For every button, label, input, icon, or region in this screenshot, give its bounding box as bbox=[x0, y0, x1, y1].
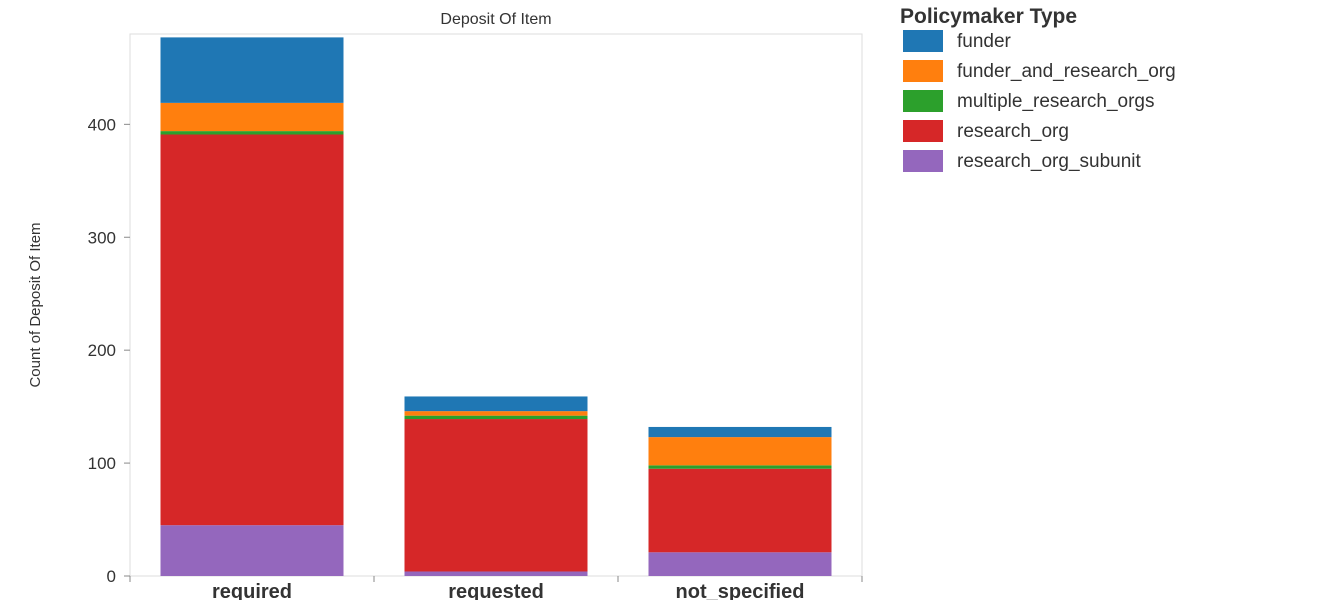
y-tick-label: 200 bbox=[88, 341, 116, 360]
legend-label-funder_and_research_org: funder_and_research_org bbox=[957, 61, 1176, 82]
legend-label-multiple_research_orgs: multiple_research_orgs bbox=[957, 91, 1155, 112]
bar-segment-multiple_research_orgs-requested bbox=[404, 415, 588, 420]
legend-swatch-funder_and_research_org bbox=[903, 60, 943, 82]
legend-title: Policymaker Type bbox=[900, 5, 1077, 28]
x-tick-label: requested bbox=[448, 581, 544, 600]
legend-label-funder: funder bbox=[957, 31, 1012, 52]
y-tick-label: 0 bbox=[107, 567, 116, 586]
bar-segment-funder_and_research_org-not_specified bbox=[648, 437, 832, 466]
legend: funder funder_and_research_org multiple_re… bbox=[903, 30, 1176, 172]
legend-swatch-multiple_research_orgs bbox=[903, 90, 943, 112]
legend-swatch-research_org bbox=[903, 120, 943, 142]
bar-segment-research_org-requested bbox=[404, 419, 588, 572]
bar-segment-research_org_subunit-requested bbox=[404, 571, 588, 576]
bar-segment-multiple_research_orgs-required bbox=[160, 131, 344, 135]
y-tick-label: 300 bbox=[88, 228, 116, 247]
bar-segment-research_org_subunit-required bbox=[160, 525, 344, 576]
x-axis: required requested not_specified bbox=[129, 576, 863, 600]
legend-swatch-research_org_subunit bbox=[903, 150, 943, 172]
y-tick-label: 400 bbox=[88, 115, 116, 134]
bar-segment-research_org-not_specified bbox=[648, 468, 832, 553]
x-tick-label: not_specified bbox=[676, 581, 805, 600]
bar-segment-funder_and_research_org-requested bbox=[404, 411, 588, 416]
bar-segment-funder-not_specified bbox=[648, 426, 832, 438]
y-axis-label: Count of Deposit Of Item bbox=[27, 222, 44, 387]
legend-label-research_org_subunit: research_org_subunit bbox=[957, 151, 1142, 172]
bar-segment-research_org_subunit-not_specified bbox=[648, 552, 832, 576]
bar-segment-funder-required bbox=[160, 37, 344, 103]
legend-label-research_org: research_org bbox=[957, 121, 1069, 142]
y-axis: 0 100 200 300 400 bbox=[88, 115, 130, 586]
bar-segment-research_org-required bbox=[160, 134, 344, 526]
x-tick-label: required bbox=[212, 581, 292, 600]
chart-title: Deposit Of Item bbox=[440, 11, 551, 28]
bar-segment-funder-requested bbox=[404, 396, 588, 412]
bars bbox=[160, 37, 832, 576]
bar-segment-funder_and_research_org-required bbox=[160, 102, 344, 132]
bar-segment-multiple_research_orgs-not_specified bbox=[648, 465, 832, 469]
legend-swatch-funder bbox=[903, 30, 943, 52]
y-tick-label: 100 bbox=[88, 454, 116, 473]
